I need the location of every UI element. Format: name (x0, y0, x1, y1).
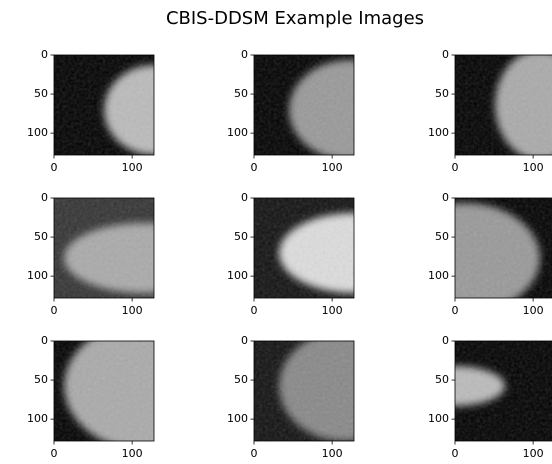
subplot: 0 50 100 0 100 (227, 191, 355, 317)
texture (455, 198, 552, 298)
y-tick-label: 100 (27, 412, 48, 425)
y-tick-label: 50 (34, 373, 48, 386)
x-tick-label: 0 (51, 161, 58, 174)
x-tick-label: 100 (322, 304, 343, 317)
texture (254, 55, 354, 155)
y-tick-label: 0 (442, 334, 449, 347)
y-tick-label: 50 (234, 87, 248, 100)
image (54, 55, 154, 155)
x-tick-label: 0 (251, 447, 258, 460)
subplot: 0 50 100 0 100 (428, 48, 552, 174)
y-tick-label: 50 (435, 373, 449, 386)
y-tick-label: 50 (34, 87, 48, 100)
axes-frame (454, 54, 552, 156)
subplot: 0 50 100 0 100 (428, 334, 552, 460)
image (54, 341, 154, 441)
y-tick-label: 0 (41, 48, 48, 61)
y-tick-label: 50 (234, 230, 248, 243)
x-tick-label: 0 (452, 447, 459, 460)
x-tick-label: 0 (51, 447, 58, 460)
texture (54, 341, 154, 441)
x-tick-label: 100 (523, 447, 544, 460)
axes-frame (253, 54, 355, 156)
image (254, 198, 354, 298)
axes-frame (53, 54, 155, 156)
x-tick-label: 0 (452, 161, 459, 174)
figure-title: CBIS-DDSM Example Images (166, 8, 424, 29)
image (254, 341, 354, 441)
y-tick-label: 100 (428, 126, 449, 139)
texture (254, 341, 354, 441)
x-tick-label: 0 (452, 304, 459, 317)
subplot: 0 50 100 0 100 (428, 191, 552, 317)
axes-frame (454, 197, 552, 299)
texture (254, 198, 354, 298)
y-tick-label: 50 (435, 230, 449, 243)
y-tick-label: 50 (435, 87, 449, 100)
x-tick-label: 0 (251, 304, 258, 317)
y-tick-label: 100 (227, 412, 248, 425)
texture (54, 198, 154, 298)
axes-frame (454, 340, 552, 442)
image (54, 198, 154, 298)
y-tick-label: 100 (428, 412, 449, 425)
subplot: 0 50 100 0 100 (27, 334, 155, 460)
x-tick-label: 100 (122, 304, 143, 317)
subplot: 0 50 100 0 100 (27, 191, 155, 317)
y-tick-label: 100 (27, 126, 48, 139)
y-tick-label: 0 (241, 48, 248, 61)
y-tick-label: 0 (241, 191, 248, 204)
y-tick-label: 100 (428, 269, 449, 282)
image (455, 55, 552, 155)
y-tick-label: 0 (41, 191, 48, 204)
axes-frame (53, 197, 155, 299)
x-tick-label: 0 (51, 304, 58, 317)
y-tick-label: 0 (41, 334, 48, 347)
texture (455, 55, 552, 155)
image (455, 341, 552, 441)
y-tick-label: 50 (234, 373, 248, 386)
image (455, 198, 552, 298)
texture (455, 341, 552, 441)
y-tick-label: 0 (442, 48, 449, 61)
x-tick-label: 100 (322, 447, 343, 460)
axes-frame (53, 340, 155, 442)
y-tick-label: 50 (34, 230, 48, 243)
x-tick-label: 100 (523, 161, 544, 174)
texture (54, 55, 154, 155)
x-tick-label: 100 (322, 161, 343, 174)
y-tick-label: 0 (442, 191, 449, 204)
axes-frame (253, 340, 355, 442)
x-tick-label: 100 (122, 447, 143, 460)
subplot: 0 50 100 0 100 (227, 334, 355, 460)
subplot: 0 50 100 0 100 (27, 48, 155, 174)
x-tick-label: 100 (122, 161, 143, 174)
x-tick-label: 100 (523, 304, 544, 317)
axes-frame (253, 197, 355, 299)
y-tick-label: 100 (27, 269, 48, 282)
image (254, 55, 354, 155)
y-tick-label: 100 (227, 126, 248, 139)
x-tick-label: 0 (251, 161, 258, 174)
y-tick-label: 0 (241, 334, 248, 347)
subplot: 0 50 100 0 100 (227, 48, 355, 174)
y-tick-label: 100 (227, 269, 248, 282)
